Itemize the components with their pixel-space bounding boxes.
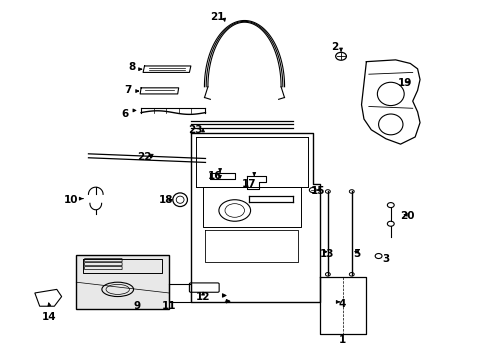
- Polygon shape: [76, 255, 168, 309]
- Text: 12: 12: [195, 292, 210, 302]
- Text: 21: 21: [210, 12, 224, 22]
- Text: 6: 6: [121, 109, 128, 119]
- Text: 2: 2: [330, 42, 338, 52]
- Text: 20: 20: [400, 211, 414, 221]
- Text: 10: 10: [64, 195, 79, 205]
- Text: 9: 9: [133, 301, 141, 311]
- Text: 4: 4: [338, 299, 345, 309]
- Text: 17: 17: [242, 179, 256, 189]
- Text: 8: 8: [128, 62, 136, 72]
- Text: 5: 5: [352, 248, 360, 258]
- Text: 19: 19: [397, 78, 412, 88]
- Text: 7: 7: [123, 85, 131, 95]
- Text: 16: 16: [207, 171, 222, 181]
- Text: 1: 1: [338, 334, 345, 345]
- Text: 13: 13: [320, 248, 334, 258]
- Text: 22: 22: [137, 152, 151, 162]
- Text: 23: 23: [188, 125, 203, 135]
- Text: 14: 14: [42, 312, 57, 322]
- Text: 3: 3: [382, 254, 389, 264]
- Text: 15: 15: [310, 186, 324, 196]
- Text: 11: 11: [162, 301, 176, 311]
- Text: 18: 18: [159, 195, 173, 205]
